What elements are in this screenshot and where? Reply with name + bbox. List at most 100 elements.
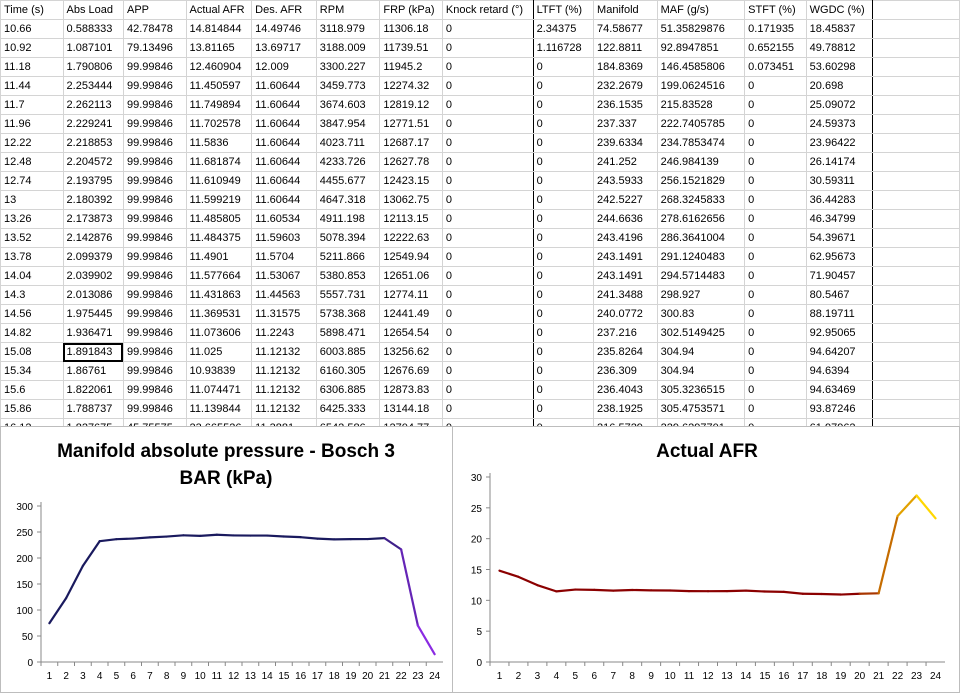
table-cell[interactable]: 11.59603 [252, 229, 317, 248]
table-cell[interactable]: 0 [745, 381, 807, 400]
table-cell[interactable]: 11.749894 [186, 96, 252, 115]
column-header[interactable]: WGDC (%) [806, 1, 873, 20]
table-cell[interactable]: 222.7405785 [657, 115, 745, 134]
table-cell[interactable]: 0 [442, 115, 533, 134]
table-cell[interactable]: 1.087101 [63, 39, 123, 58]
table-cell[interactable]: 99.99846 [123, 343, 186, 362]
table-cell[interactable]: 235.8264 [594, 343, 658, 362]
table-cell[interactable]: 1.86761 [63, 362, 123, 381]
table-cell[interactable]: 54.39671 [806, 229, 873, 248]
column-header[interactable]: Time (s) [1, 1, 64, 20]
empty-cell[interactable] [873, 362, 960, 381]
table-cell[interactable]: 0 [442, 20, 533, 39]
table-cell[interactable]: 99.99846 [123, 134, 186, 153]
table-cell[interactable]: 51.35829876 [657, 20, 745, 39]
table-cell[interactable]: 99.99846 [123, 362, 186, 381]
empty-cell[interactable] [873, 343, 960, 362]
table-cell[interactable]: 2.193795 [63, 172, 123, 191]
table-cell[interactable]: 2.229241 [63, 115, 123, 134]
table-cell[interactable]: 46.34799 [806, 210, 873, 229]
table-cell[interactable]: 1.790806 [63, 58, 123, 77]
table-cell[interactable]: 244.6636 [594, 210, 658, 229]
table-cell[interactable]: 0 [442, 248, 533, 267]
table-cell[interactable]: 2.099379 [63, 248, 123, 267]
table-cell[interactable]: 12441.49 [380, 305, 443, 324]
table-cell[interactable]: 94.63469 [806, 381, 873, 400]
table-cell[interactable]: 5078.394 [316, 229, 380, 248]
table-cell[interactable]: 278.6162656 [657, 210, 745, 229]
table-cell[interactable]: 4233.726 [316, 153, 380, 172]
table-cell[interactable]: 11.2243 [252, 324, 317, 343]
table-cell[interactable]: 240.0772 [594, 305, 658, 324]
table-cell[interactable]: 286.3641004 [657, 229, 745, 248]
table-cell[interactable]: 11.44563 [252, 286, 317, 305]
table-cell[interactable]: 12627.78 [380, 153, 443, 172]
table-cell[interactable]: 3300.227 [316, 58, 380, 77]
table-cell[interactable]: 0 [745, 96, 807, 115]
table-cell[interactable]: 302.5149425 [657, 324, 745, 343]
table-cell[interactable]: 42.78478 [123, 20, 186, 39]
table-cell[interactable]: 298.927 [657, 286, 745, 305]
table-cell[interactable]: 11.7 [1, 96, 64, 115]
table-cell[interactable]: 12113.15 [380, 210, 443, 229]
table-cell[interactable]: 11.485805 [186, 210, 252, 229]
table-cell[interactable]: 243.5933 [594, 172, 658, 191]
table-cell[interactable]: 0 [745, 362, 807, 381]
table-cell[interactable]: 0 [745, 286, 807, 305]
table-cell[interactable]: 0 [533, 229, 593, 248]
empty-cell[interactable] [873, 305, 960, 324]
empty-cell[interactable] [873, 58, 960, 77]
table-cell[interactable]: 99.99846 [123, 58, 186, 77]
table-cell[interactable]: 0 [442, 96, 533, 115]
table-cell[interactable]: 12774.11 [380, 286, 443, 305]
table-cell[interactable]: 12.460904 [186, 58, 252, 77]
table-cell[interactable]: 99.99846 [123, 210, 186, 229]
table-cell[interactable]: 99.99846 [123, 381, 186, 400]
table-cell[interactable]: 256.1521829 [657, 172, 745, 191]
table-cell[interactable]: 0 [533, 115, 593, 134]
table-cell[interactable]: 0 [745, 77, 807, 96]
table-cell[interactable]: 0 [442, 267, 533, 286]
table-cell[interactable]: 232.2679 [594, 77, 658, 96]
table-cell[interactable]: 99.99846 [123, 96, 186, 115]
table-cell[interactable]: 92.8947851 [657, 39, 745, 58]
table-cell[interactable]: 93.87246 [806, 400, 873, 419]
table-cell[interactable]: 11.599219 [186, 191, 252, 210]
table-cell[interactable]: 1.116728 [533, 39, 593, 58]
table-cell[interactable]: 241.252 [594, 153, 658, 172]
table-cell[interactable]: 11.610949 [186, 172, 252, 191]
column-header[interactable]: RPM [316, 1, 380, 20]
table-cell[interactable]: 79.13496 [123, 39, 186, 58]
table-cell[interactable]: 11.074471 [186, 381, 252, 400]
empty-cell[interactable] [873, 39, 960, 58]
table-cell[interactable]: 294.5714483 [657, 267, 745, 286]
empty-cell[interactable] [873, 115, 960, 134]
table-cell[interactable]: 11.5836 [186, 134, 252, 153]
table-cell[interactable]: 0 [533, 77, 593, 96]
table-cell[interactable]: 10.93839 [186, 362, 252, 381]
table-cell[interactable]: 237.337 [594, 115, 658, 134]
table-cell[interactable]: 242.5227 [594, 191, 658, 210]
table-cell[interactable]: 122.8811 [594, 39, 658, 58]
empty-cell[interactable] [873, 96, 960, 115]
table-cell[interactable]: 14.04 [1, 267, 64, 286]
table-cell[interactable]: 11.60644 [252, 134, 317, 153]
table-cell[interactable]: 74.58677 [594, 20, 658, 39]
table-cell[interactable]: 0 [745, 343, 807, 362]
table-cell[interactable]: 5380.853 [316, 267, 380, 286]
table-cell[interactable]: 5557.731 [316, 286, 380, 305]
table-cell[interactable]: 71.90457 [806, 267, 873, 286]
table-cell[interactable]: 88.19711 [806, 305, 873, 324]
table-cell[interactable]: 49.78812 [806, 39, 873, 58]
table-cell[interactable]: 92.95065 [806, 324, 873, 343]
table-cell[interactable]: 215.83528 [657, 96, 745, 115]
table-cell[interactable]: 236.4043 [594, 381, 658, 400]
table-cell[interactable]: 0 [442, 362, 533, 381]
table-cell[interactable]: 14.56 [1, 305, 64, 324]
table-cell[interactable]: 11.44 [1, 77, 64, 96]
table-cell[interactable]: 6160.305 [316, 362, 380, 381]
table-cell[interactable]: 0 [533, 58, 593, 77]
table-cell[interactable]: 4023.711 [316, 134, 380, 153]
column-header[interactable]: Knock retard (°) [442, 1, 533, 20]
